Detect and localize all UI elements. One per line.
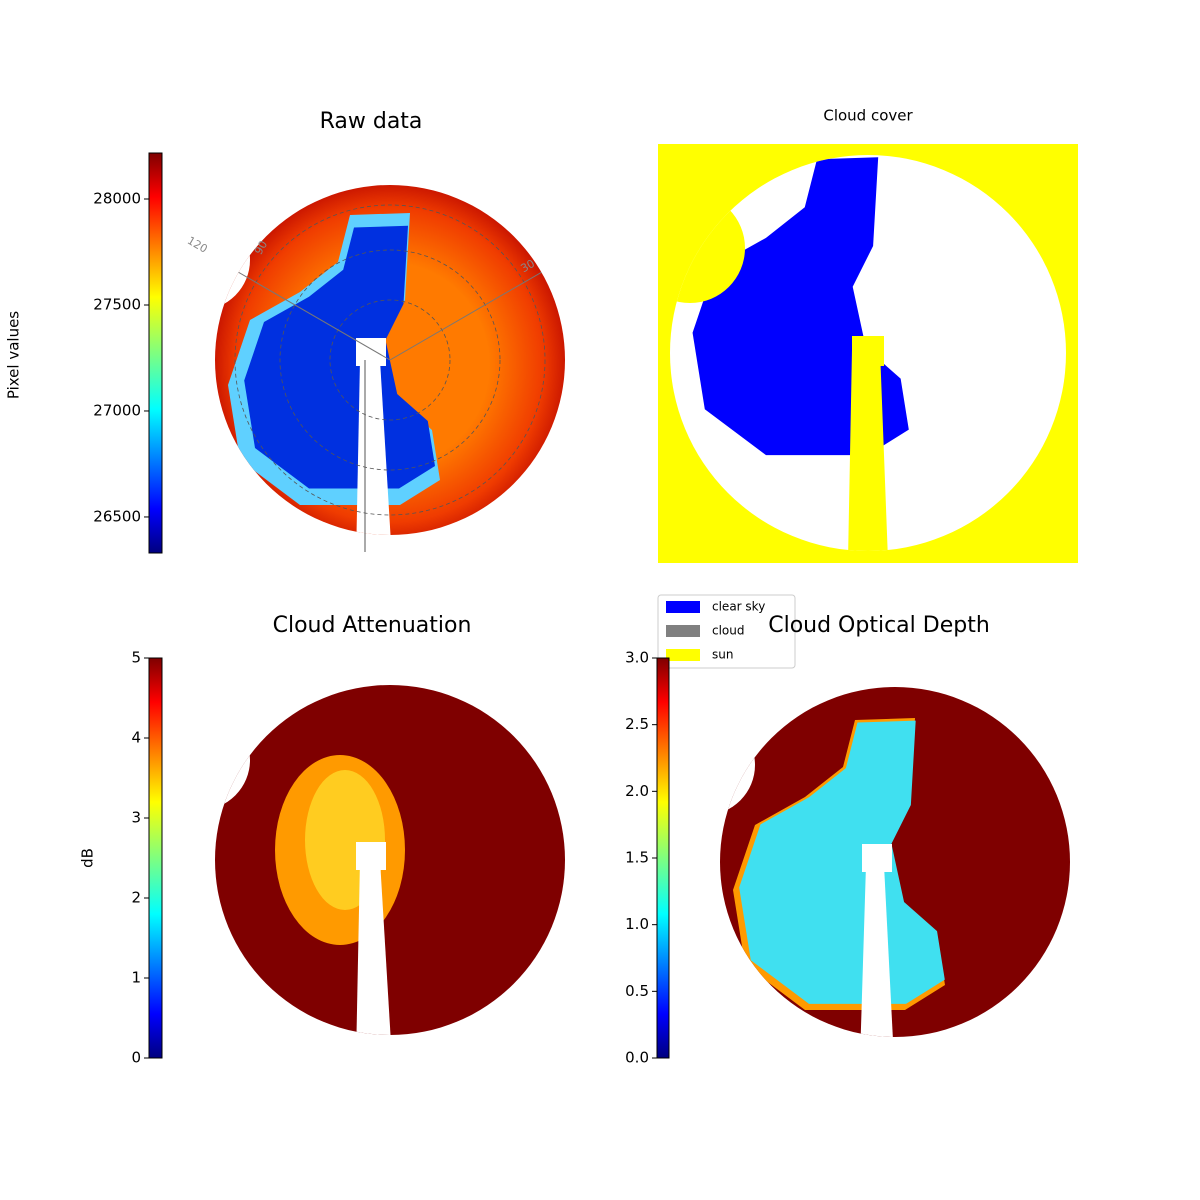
legend-swatch	[666, 601, 700, 613]
attenuation-image	[215, 685, 565, 1035]
polar-label: 30	[519, 257, 538, 275]
colorbar-tick-label: 1.0	[625, 915, 649, 933]
colorbar-tick-label: 28000	[93, 189, 141, 207]
cloud-mask	[658, 144, 1078, 563]
legend-label: cloud	[712, 624, 745, 638]
legend-swatch	[666, 649, 700, 661]
colorbar-tick-label: 26500	[93, 507, 141, 525]
colorbar	[148, 152, 163, 554]
legend-label: sun	[712, 648, 733, 662]
colorbar-tick-label: 4	[131, 729, 141, 747]
colorbar-tick-label: 2.0	[625, 782, 649, 800]
colorbar-tick-label: 3.0	[625, 649, 649, 667]
colorbar-tick-label: 1.5	[625, 849, 649, 867]
optical-depth-image	[720, 687, 1070, 1037]
chart-title: Raw data	[320, 109, 423, 134]
chart-title: Cloud Attenuation	[273, 613, 472, 638]
colorbar-label: dB	[79, 848, 97, 868]
colorbar-tick-label: 1	[131, 969, 141, 987]
colorbar-tick-label: 27000	[93, 401, 141, 419]
colorbar-tick-label: 0	[131, 1049, 141, 1067]
legend-swatch	[666, 625, 700, 637]
colorbar	[656, 657, 670, 1059]
polar-label: 90	[252, 238, 270, 257]
colorbar-tick-label: 5	[131, 649, 141, 667]
colorbar-tick-label: 2	[131, 889, 141, 907]
colorbar	[148, 657, 163, 1059]
colorbar-tick-label: 0.5	[625, 982, 649, 1000]
sky-image	[215, 185, 565, 535]
colorbar-label: Pixel values	[5, 311, 23, 399]
colorbar-tick-label: 3	[131, 809, 141, 827]
chart-title: Cloud cover	[823, 107, 913, 125]
colorbar-tick-label: 27500	[93, 295, 141, 313]
legend-label: clear sky	[712, 600, 765, 614]
colorbar-tick-label: 0.0	[625, 1049, 649, 1067]
polar-label: 120	[185, 234, 210, 256]
colorbar-tick-label: 2.5	[625, 715, 649, 733]
chart-title: Cloud Optical Depth	[768, 613, 990, 638]
